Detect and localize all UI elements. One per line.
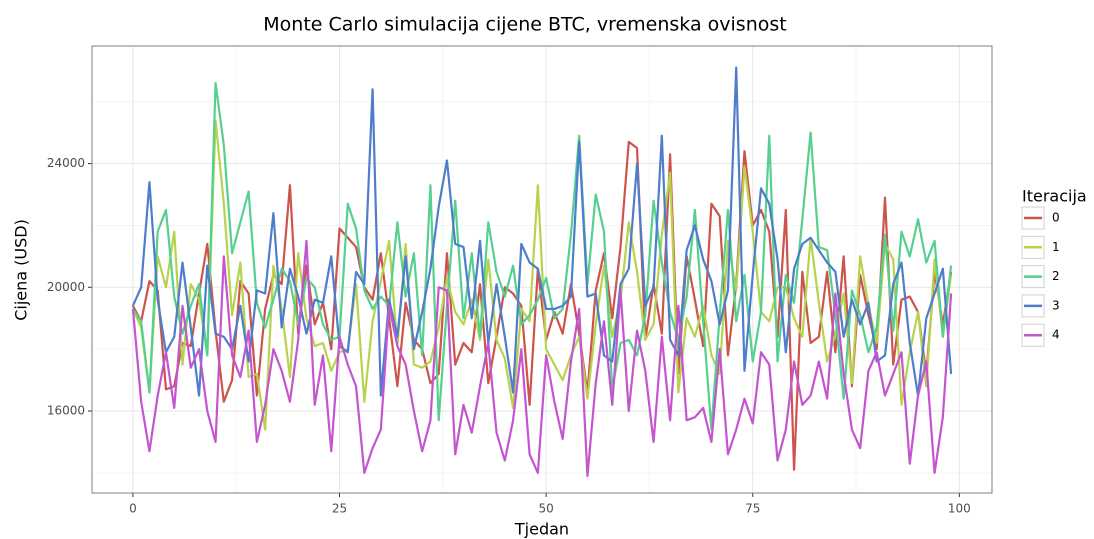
y-tick-label: 24000 [47,156,85,170]
x-tick-label: 100 [948,502,971,516]
x-axis-label: Tjedan [514,520,569,539]
chart-title: Monte Carlo simulacija cijene BTC, vreme… [263,14,786,36]
x-tick-label: 75 [745,502,760,516]
series-line [131,119,953,431]
x-tick-label: 0 [129,502,137,516]
legend-label: 4 [1052,328,1060,342]
x-tick-label: 25 [332,502,347,516]
legend-label: 0 [1052,211,1060,225]
series-line [131,239,953,478]
panel-border [91,45,993,494]
legend-label: 3 [1052,298,1060,312]
y-tick-label: 16000 [47,404,85,418]
y-axis-label: Cijena (USD) [12,219,31,321]
y-tick-label: 20000 [47,280,85,294]
x-tick-label: 50 [538,502,553,516]
legend-title: Iteracija [1022,187,1087,206]
legend-label: 1 [1052,240,1060,254]
legend-label: 2 [1052,269,1060,283]
series-line [131,140,953,471]
series-line [131,66,953,397]
